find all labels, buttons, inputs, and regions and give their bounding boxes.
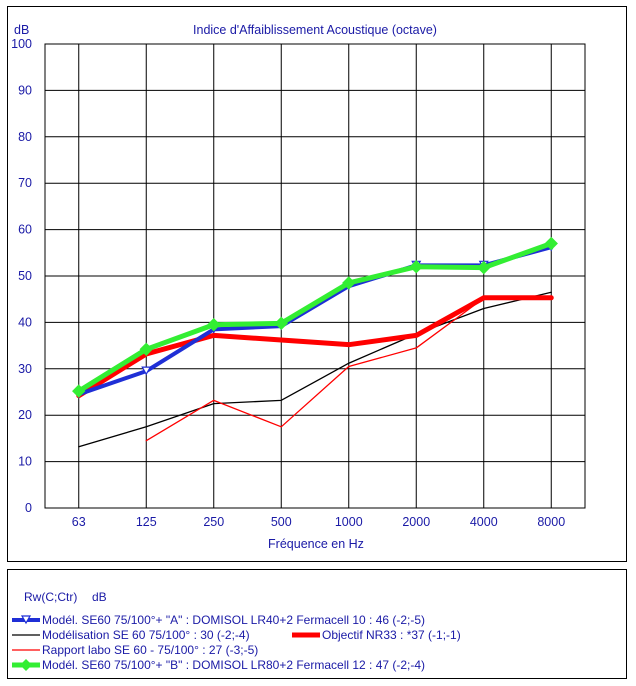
x-axis-label: Fréquence en Hz [268,537,364,551]
data-point [274,316,288,331]
y-tick-label: 70 [18,176,32,190]
y-tick-label: 100 [11,37,32,51]
legend-marker [20,659,32,671]
y-tick-label: 10 [18,455,32,469]
data-point [207,318,221,332]
y-tick-label: 40 [18,315,32,329]
data-point [72,384,86,398]
legend-layer: Modél. SE60 75/100°+ "A" : DOMISOL LR40+… [12,613,461,672]
x-tick-label: 1000 [335,515,363,529]
series-layer [72,236,558,448]
data-point [141,366,152,376]
series-line [78,291,552,448]
data-point [544,236,558,251]
legend-header: Rw(C;Ctr) [24,590,77,604]
chart-frame [7,6,627,562]
legend-header-unit: dB [92,590,107,604]
y-tick-label: 0 [25,501,32,515]
legend-item-text: Objectif NR33 : *37 (-1;-1) [322,628,461,642]
y-tick-label: 90 [18,83,32,97]
data-point [139,342,153,357]
x-tick-label: 2000 [402,515,430,529]
x-tick-label: 63 [72,515,86,529]
y-tick-label: 20 [18,408,32,422]
chart-title: Indice d'Affaiblissement Acoustique (oct… [193,23,437,37]
legend-item-text: Rapport labo SE 60 - 75/100° : 27 (-3;-5… [42,643,258,657]
y-tick-label: 30 [18,362,32,376]
x-tick-label: 500 [271,515,292,529]
tick-labels: 0 10 20 30 40 50 60 70 80 90 100 63 125 250 500 1000 200… [11,37,565,529]
y-axis-label: dB [14,23,29,37]
data-point [342,276,356,290]
x-tick-label: 250 [203,515,224,529]
y-tick-label: 80 [18,130,32,144]
series-line [76,295,554,399]
legend-item-text: Modél. SE60 75/100°+ "A" : DOMISOL LR40+… [42,613,425,627]
legend-item-text: Modél. SE60 75/100°+ "B" : DOMISOL LR80+… [42,658,425,672]
grid-layer [44,43,586,509]
data-point [477,260,491,275]
x-tick-label: 8000 [537,515,565,529]
legend-frame [7,569,627,679]
y-tick-label: 60 [18,223,32,237]
series-4 [72,236,558,398]
series-line [76,241,554,394]
legend-marker [20,615,32,625]
series-2 [76,295,554,399]
x-tick-label: 4000 [470,515,498,529]
y-tick-label: 50 [18,269,32,283]
legend-item-text: Modélisation SE 60 75/100° : 30 (-2;-4) [42,628,250,642]
data-point [409,260,423,274]
x-tick-label: 125 [136,515,157,529]
series-1 [78,291,552,448]
